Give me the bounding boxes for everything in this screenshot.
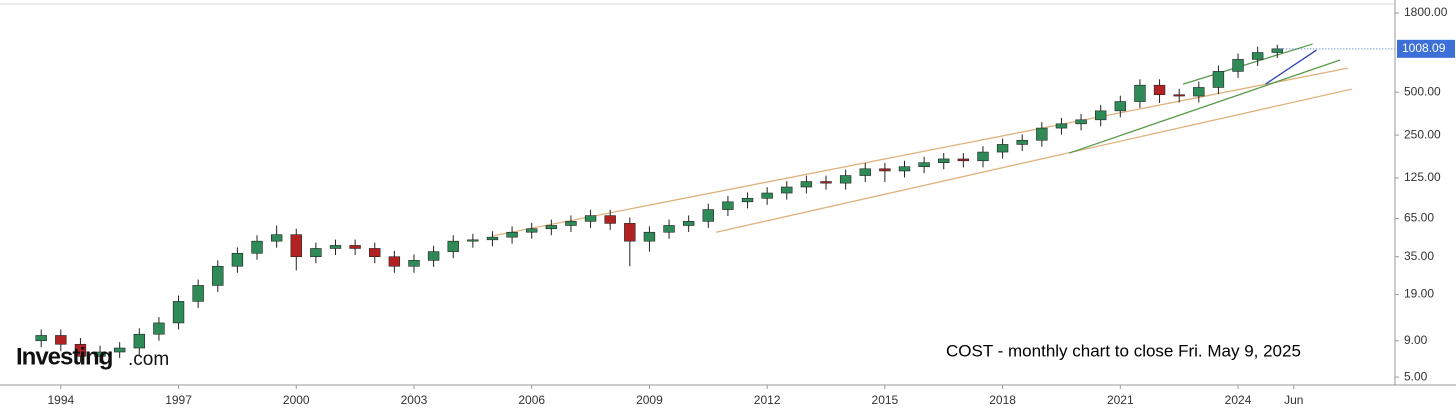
candle-body	[957, 158, 970, 162]
x-tick-label: 2012	[754, 393, 781, 407]
candle-body	[506, 231, 518, 238]
x-tick-label: Jun	[1284, 393, 1303, 407]
candle-body	[1232, 59, 1244, 72]
candle-body	[741, 197, 754, 203]
candle-body	[1212, 71, 1225, 88]
candle-body	[879, 168, 891, 172]
candle-body	[1251, 52, 1264, 60]
candle-body	[231, 252, 244, 267]
candle-body	[859, 168, 871, 176]
candle-body	[702, 209, 714, 222]
candle-body	[545, 225, 558, 230]
plot	[35, 43, 1352, 363]
candle-body	[1193, 87, 1205, 97]
candle-body	[270, 234, 283, 242]
y-tick-label: 19.00	[1404, 287, 1434, 301]
y-tick-label: 500.00	[1404, 84, 1441, 98]
candle-body	[1173, 94, 1185, 97]
logo-name: Investing	[16, 343, 113, 370]
trendline	[1265, 49, 1317, 85]
candle-body	[565, 221, 577, 226]
candle-body	[682, 221, 695, 226]
candle-body	[55, 335, 67, 345]
candle-body	[1036, 127, 1048, 141]
candle-body	[1134, 84, 1146, 102]
annotation: COST - monthly chart to close Fri. May 9…	[946, 341, 1301, 360]
trendline	[1182, 43, 1313, 85]
trendline	[715, 88, 1352, 233]
candle-body	[1114, 101, 1127, 112]
candle-body	[192, 285, 204, 302]
candle-body	[996, 144, 1009, 153]
candle-body	[977, 151, 989, 162]
candle-body	[800, 181, 813, 188]
candle-body	[761, 192, 773, 199]
candle-body	[369, 248, 381, 258]
candle-body	[153, 322, 165, 335]
candle-body	[1153, 84, 1166, 96]
candle-body	[839, 175, 852, 184]
candle-body	[1055, 123, 1068, 129]
x-tick-label: 2009	[636, 393, 663, 407]
candle-body	[898, 166, 911, 172]
candle-body	[663, 225, 675, 233]
trendline	[1069, 59, 1341, 154]
candle-body	[133, 333, 145, 349]
candle-body	[212, 265, 224, 286]
candle-body	[1016, 139, 1028, 145]
candle-body	[781, 186, 793, 194]
y-tick-label: 250.00	[1404, 127, 1441, 141]
candle-body	[938, 158, 950, 163]
candle-body	[388, 256, 401, 267]
y-tick-label: 65.00	[1404, 211, 1434, 225]
candle-body	[584, 215, 597, 222]
candle-body	[1075, 119, 1087, 125]
last-price-box	[1397, 39, 1455, 58]
logo-domain: .com	[128, 349, 169, 370]
y-tick-label: 9.00	[1404, 333, 1428, 347]
candle-body	[290, 234, 302, 258]
candle-body	[427, 251, 440, 261]
candle-body	[349, 245, 361, 249]
x-tick-label: 2018	[989, 393, 1016, 407]
y-tick-label: 5.00	[1404, 369, 1428, 383]
candle-body	[113, 347, 126, 353]
candle-body	[1271, 48, 1283, 53]
candle-body	[820, 181, 832, 184]
last-price-label: 1008.09	[1402, 41, 1446, 55]
y-tick-label: 125.00	[1404, 170, 1441, 184]
candle-body	[447, 240, 459, 252]
candle-body	[1095, 110, 1107, 121]
x-tick-label: 1997	[165, 393, 192, 407]
candle-body	[604, 215, 616, 224]
candle-body	[74, 343, 87, 357]
candle-body	[486, 236, 499, 241]
candle-body	[526, 228, 538, 233]
x-tick-label: 2024	[1225, 393, 1252, 407]
x-tick-label: 1994	[47, 393, 74, 407]
candle-body	[918, 162, 930, 167]
trendline	[492, 67, 1349, 237]
candle-body	[624, 223, 636, 242]
x-tick-label: 2003	[401, 393, 428, 407]
x-tick-label: 2006	[518, 393, 545, 407]
y-tick-label: 1800.00	[1404, 5, 1448, 19]
candle-body	[94, 351, 106, 357]
candle-body	[172, 301, 185, 324]
candle-body	[408, 260, 420, 267]
candle-body	[251, 240, 263, 254]
candle-body	[722, 201, 734, 210]
y-tick-label: 35.00	[1404, 249, 1434, 263]
candle-body	[467, 239, 479, 242]
candle-body	[329, 245, 342, 249]
x-tick-label: 2000	[283, 393, 310, 407]
candle-body	[35, 335, 47, 342]
candle-body	[643, 231, 656, 242]
x-tick-label: 2021	[1107, 393, 1134, 407]
x-tick-label: 2015	[872, 393, 899, 407]
candle-body	[310, 248, 322, 258]
